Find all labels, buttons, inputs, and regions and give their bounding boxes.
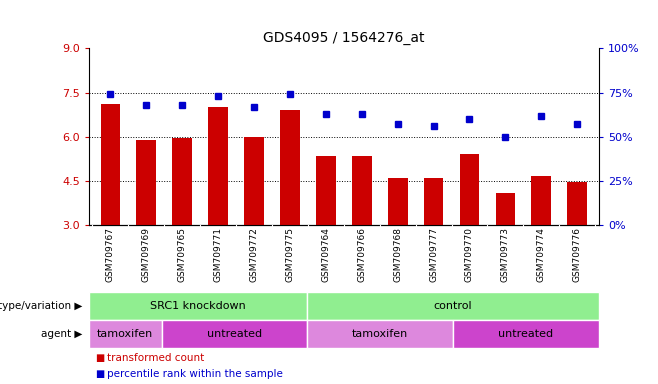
- Text: genotype/variation ▶: genotype/variation ▶: [0, 301, 82, 311]
- Text: GSM709769: GSM709769: [141, 227, 151, 282]
- Bar: [316, 156, 336, 225]
- Bar: [208, 107, 228, 225]
- Bar: [89, 320, 162, 348]
- Text: percentile rank within the sample: percentile rank within the sample: [107, 369, 283, 379]
- Text: GSM709772: GSM709772: [249, 227, 259, 282]
- Bar: [101, 104, 120, 225]
- Text: GSM709767: GSM709767: [106, 227, 115, 282]
- Text: untreated: untreated: [498, 329, 553, 339]
- Text: ■: ■: [95, 353, 105, 363]
- Bar: [172, 138, 192, 225]
- Text: GSM709773: GSM709773: [501, 227, 510, 282]
- Bar: [460, 154, 480, 225]
- Bar: [244, 137, 264, 225]
- Text: GSM709768: GSM709768: [393, 227, 402, 282]
- Bar: [307, 320, 453, 348]
- Text: GSM709771: GSM709771: [214, 227, 222, 282]
- Text: GSM709764: GSM709764: [321, 227, 330, 282]
- Bar: [495, 193, 515, 225]
- Text: GSM709775: GSM709775: [286, 227, 294, 282]
- Bar: [532, 177, 551, 225]
- Text: control: control: [434, 301, 472, 311]
- Text: agent ▶: agent ▶: [41, 329, 82, 339]
- Bar: [352, 156, 372, 225]
- Text: GSM709766: GSM709766: [357, 227, 367, 282]
- Bar: [136, 140, 156, 225]
- Text: untreated: untreated: [207, 329, 262, 339]
- Bar: [280, 110, 300, 225]
- Text: GSM709776: GSM709776: [572, 227, 582, 282]
- Text: transformed count: transformed count: [107, 353, 205, 363]
- Text: tamoxifen: tamoxifen: [97, 329, 153, 339]
- Bar: [388, 178, 407, 225]
- Bar: [424, 178, 443, 225]
- Text: GSM709765: GSM709765: [178, 227, 187, 282]
- Text: GSM709770: GSM709770: [465, 227, 474, 282]
- Text: GSM709774: GSM709774: [537, 227, 546, 282]
- Bar: [89, 292, 307, 320]
- Bar: [307, 292, 599, 320]
- Text: GSM709777: GSM709777: [429, 227, 438, 282]
- Bar: [453, 320, 599, 348]
- Text: tamoxifen: tamoxifen: [352, 329, 409, 339]
- Text: ■: ■: [95, 369, 105, 379]
- Bar: [162, 320, 307, 348]
- Text: SRC1 knockdown: SRC1 knockdown: [150, 301, 246, 311]
- Bar: [567, 182, 587, 225]
- Title: GDS4095 / 1564276_at: GDS4095 / 1564276_at: [263, 31, 424, 45]
